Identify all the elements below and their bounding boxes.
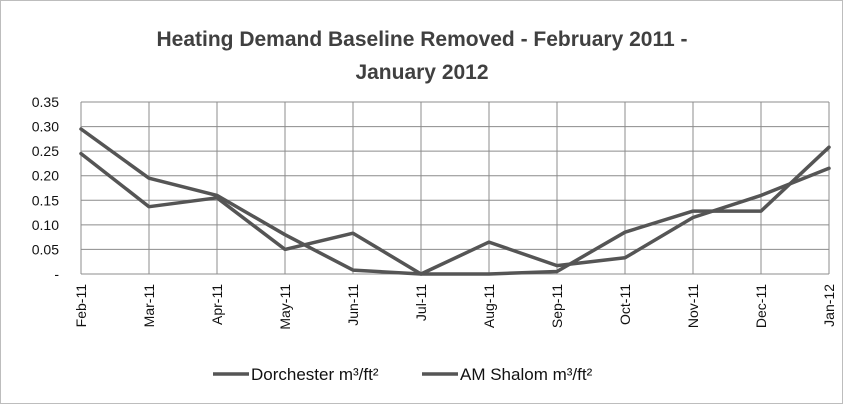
x-tick-label: Mar-11 — [141, 284, 157, 328]
x-tick-label: Jan-12 — [821, 284, 837, 327]
x-tick-label: Aug-11 — [481, 284, 497, 328]
x-tick-label: Jul-11 — [413, 284, 429, 321]
x-tick-label: Apr-11 — [209, 284, 225, 325]
x-tick-label: Oct-11 — [617, 284, 633, 325]
chart-title-line-1: Heating Demand Baseline Removed - Februa… — [156, 28, 687, 51]
series-lines — [79, 127, 831, 276]
legend-label: AM Shalom m³/ft² — [460, 365, 593, 384]
y-tick-label: 0.05 — [32, 241, 59, 257]
x-tick-label: Sep-11 — [549, 284, 565, 328]
legend: Dorchester m³/ft² AM Shalom m³/ft² — [213, 365, 593, 384]
series-line-1 — [79, 151, 831, 276]
y-tick-label: 0.35 — [32, 94, 59, 110]
legend-label: Dorchester m³/ft² — [251, 365, 379, 384]
y-tick-label: 0.15 — [32, 192, 59, 208]
y-tick-label: - — [54, 266, 59, 282]
x-tick-label: Nov-11 — [685, 284, 701, 328]
x-tick-label: May-11 — [277, 284, 293, 330]
y-tick-label: 0.25 — [32, 143, 59, 159]
chart-title-line-2: January 2012 — [355, 61, 488, 84]
y-tick-label: 0.20 — [32, 168, 59, 184]
x-tick-label: Feb-11 — [73, 284, 89, 328]
series-line-0 — [79, 127, 831, 276]
x-tick-label: Jun-11 — [345, 284, 361, 326]
y-axis-tick-labels: 0.35 0.30 0.25 0.20 0.15 0.10 0.05 - — [32, 94, 60, 282]
grid-lines — [80, 101, 830, 274]
x-axis-tick-labels: Feb-11 Mar-11 Apr-11 May-11 Jun-11 Jul-11 Aug-… — [73, 284, 837, 330]
x-tick-label: Dec-11 — [753, 284, 769, 328]
y-tick-label: 0.30 — [32, 119, 59, 135]
y-tick-label: 0.10 — [32, 217, 59, 233]
